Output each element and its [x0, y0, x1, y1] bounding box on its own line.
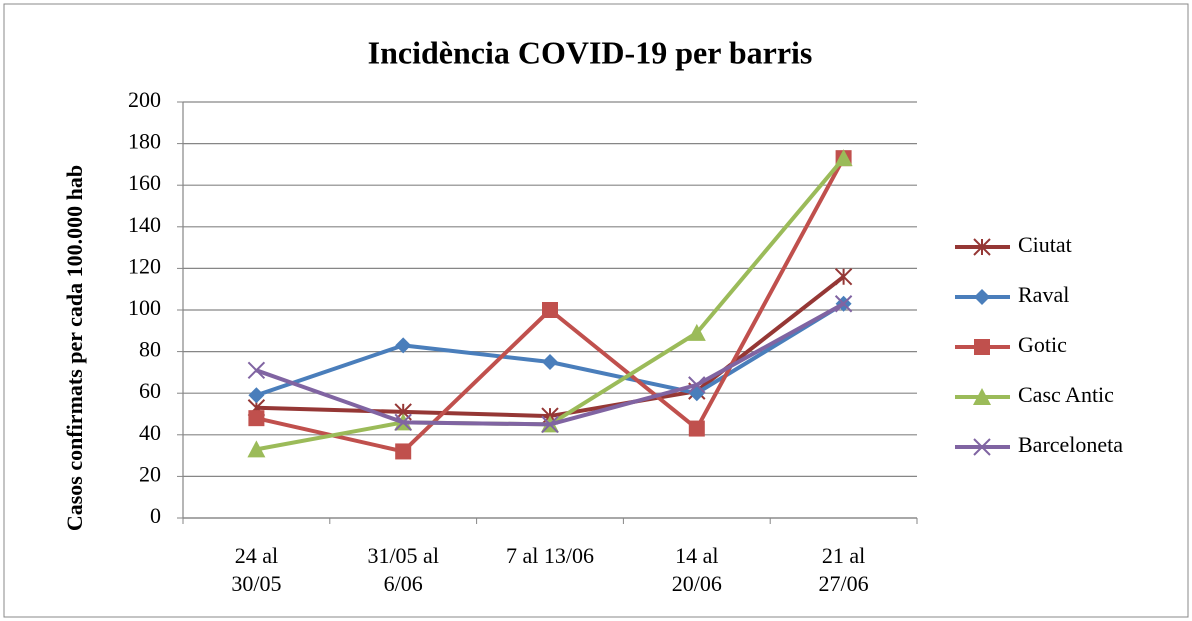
legend-label: Gotic: [1018, 332, 1067, 357]
legend-marker: [973, 388, 991, 405]
legend-label: Casc Antic: [1018, 382, 1114, 407]
point-marker: [688, 376, 706, 394]
point-marker: [834, 268, 853, 286]
point-marker: [542, 354, 558, 370]
point-marker: [541, 415, 559, 434]
point-marker: [248, 387, 265, 404]
x-tick-label: 7 al 13/06: [506, 543, 594, 568]
x-tick-label: 14 al 20/06: [671, 543, 722, 596]
x-tick-label: 31/05 al 6/06: [367, 543, 439, 596]
legend-marker: [973, 438, 991, 456]
chart-title: Incidència COVID-19 per barris: [368, 34, 813, 70]
legend-marker: [974, 289, 990, 305]
y-tick-label: 200: [128, 87, 161, 112]
y-tick-label: 40: [139, 420, 161, 445]
legend-label: Barceloneta: [1018, 432, 1123, 457]
legend-label: Raval: [1018, 282, 1069, 307]
point-marker: [834, 149, 853, 167]
point-marker: [248, 410, 265, 427]
legend-marker: [973, 238, 991, 256]
point-marker: [688, 420, 705, 437]
point-marker: [247, 361, 266, 380]
point-marker: [834, 295, 853, 313]
y-tick-label: 20: [139, 461, 161, 486]
point-marker: [394, 413, 412, 432]
legend-marker: [974, 339, 990, 355]
y-tick-label: 160: [128, 170, 161, 195]
x-tick-label: 21 al 27/06: [818, 543, 869, 596]
point-marker: [395, 337, 412, 354]
y-tick-label: 140: [128, 212, 161, 237]
y-tick-label: 60: [139, 378, 161, 403]
y-tick-label: 0: [150, 503, 161, 528]
point-marker: [395, 443, 412, 460]
point-marker: [247, 440, 266, 458]
point-marker: [687, 323, 706, 341]
y-tick-label: 100: [128, 295, 161, 320]
legend-label: Ciutat: [1018, 232, 1072, 257]
point-marker: [542, 302, 558, 318]
y-tick-label: 180: [128, 129, 161, 154]
y-axis-label: Casos confirmats per cada 100.000 hab: [62, 164, 87, 532]
y-tick-label: 80: [139, 337, 161, 362]
y-tick-label: 120: [128, 253, 161, 278]
x-tick-label: 24 al 30/05: [231, 543, 282, 596]
